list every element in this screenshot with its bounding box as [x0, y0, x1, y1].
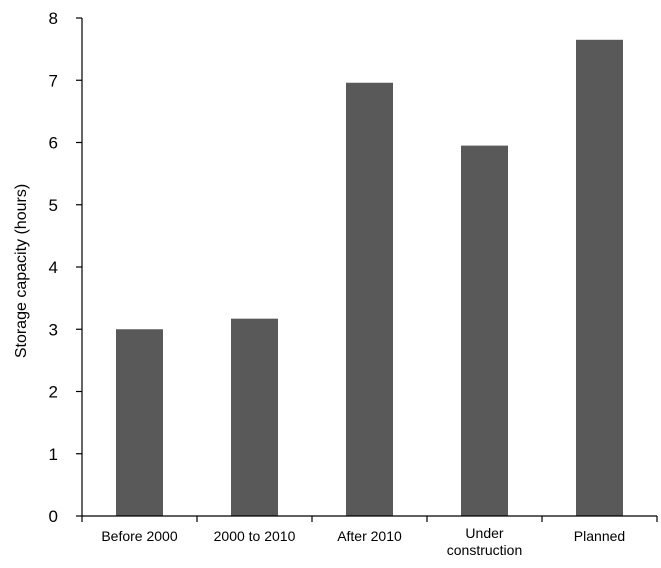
x-category-label-line: Before 2000	[101, 528, 177, 544]
y-tick-label: 2	[49, 383, 58, 402]
y-tick-label: 1	[49, 445, 58, 464]
x-category-label: Before 2000	[101, 528, 177, 544]
bar	[576, 39, 623, 516]
y-tick-label: 0	[49, 507, 58, 526]
y-tick-label: 6	[49, 134, 58, 153]
y-tick-label: 8	[49, 9, 58, 28]
y-tick-label: 5	[49, 196, 58, 215]
x-axis-labels: Before 2000 2000 to 2010 After 2010 Under co…	[101, 525, 625, 558]
bar	[116, 329, 163, 516]
y-tick-label: 7	[49, 71, 58, 90]
x-category-label-line: After 2010	[337, 528, 402, 544]
x-category-label: Planned	[574, 528, 625, 544]
y-tick-label: 4	[49, 258, 58, 277]
bars	[116, 39, 623, 517]
x-category-label: After 2010	[337, 528, 402, 544]
x-category-label-line: 2000 to 2010	[214, 528, 296, 544]
bar	[461, 145, 508, 517]
x-category-label-line: construction	[447, 542, 522, 558]
y-axis-title: Storage capacity (hours)	[13, 184, 30, 358]
y-tick-label: 3	[49, 320, 58, 339]
bar	[231, 318, 278, 516]
x-category-label: Under construction	[447, 525, 522, 558]
x-category-label-line: Planned	[574, 528, 625, 544]
y-axis-title-group: Storage capacity (hours)	[13, 184, 30, 358]
x-category-label-line: Under	[465, 525, 503, 541]
y-axis-ticks: 0 1 2 3 4 5 6 7 8	[49, 9, 82, 526]
bar	[346, 82, 393, 517]
x-category-label: 2000 to 2010	[214, 528, 296, 544]
x-axis-ticks	[81, 516, 658, 522]
